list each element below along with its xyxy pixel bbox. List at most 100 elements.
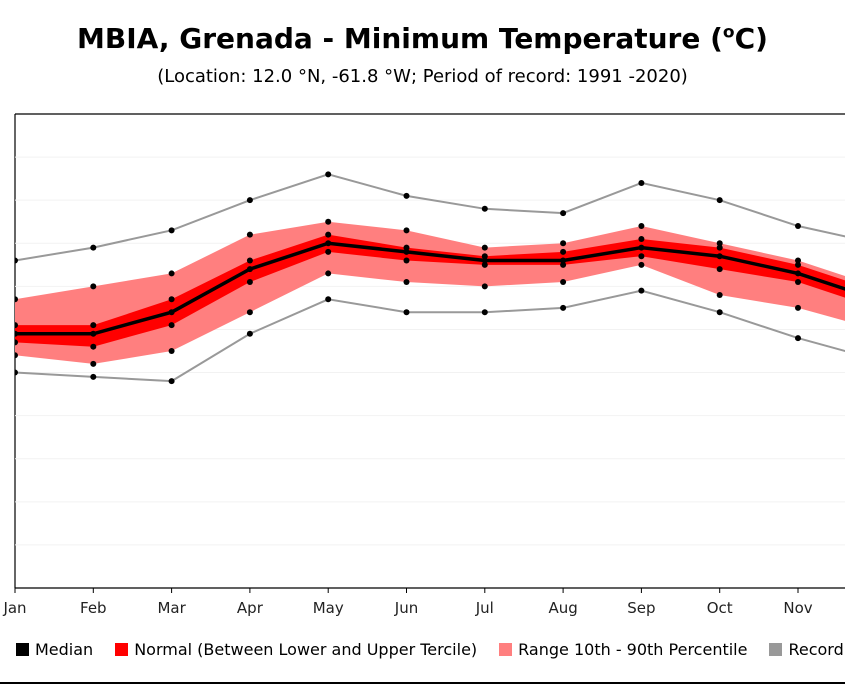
lower_tercile-point — [15, 339, 18, 346]
record_low-point — [168, 378, 175, 385]
record_low-point — [481, 309, 488, 316]
chart-title-unit-tail: C) — [734, 22, 768, 55]
lower_tercile-point — [325, 248, 332, 255]
lower_tercile-point — [403, 257, 410, 264]
record_high-point — [795, 223, 801, 230]
chart-subtitle: (Location: 12.0 °N, -61.8 °W; Period of … — [157, 66, 688, 87]
x-tick-label: May — [313, 599, 344, 617]
record_high-point — [15, 257, 18, 264]
p10-point — [716, 291, 723, 298]
p10-point — [90, 360, 97, 367]
p90-point — [481, 244, 488, 251]
record_high-point — [481, 205, 488, 212]
p90-point — [638, 223, 645, 230]
lower_tercile-point — [560, 261, 567, 268]
upper_tercile-point — [168, 296, 175, 303]
record-low-line — [15, 289, 845, 383]
legend-item-range: Range 10th - 90th Percentile — [499, 640, 747, 659]
x-tick-label: Sep — [627, 599, 655, 617]
record_low-point — [403, 309, 410, 316]
legend-swatch-record — [769, 643, 783, 656]
record_low-point — [90, 373, 97, 380]
x-tick-label: Nov — [783, 599, 812, 617]
x-tick-label: Jan — [2, 599, 26, 617]
p90-point — [560, 240, 567, 247]
median-point — [325, 240, 332, 247]
record_low-point — [638, 287, 645, 294]
p10-point — [246, 309, 253, 316]
record_low-point — [560, 304, 567, 311]
median-line — [15, 241, 845, 336]
record_low-point — [246, 330, 253, 337]
record_high-point — [403, 192, 410, 199]
x-tick-label: Oct — [707, 599, 733, 617]
upper_tercile-point — [716, 244, 723, 251]
legend-swatch-normal — [115, 643, 129, 656]
chart-title: MBIA, Grenada - Minimum Temperature (oC) — [0, 22, 845, 55]
lower_tercile-point — [481, 261, 488, 268]
median-point — [638, 244, 645, 251]
upper_tercile-point — [481, 253, 488, 260]
lower_tercile-point — [795, 279, 801, 286]
p90-point — [246, 231, 253, 238]
record_high-point — [716, 197, 723, 204]
chart-title-unit-sup: o — [722, 22, 735, 43]
record_low-point — [325, 296, 332, 303]
x-tick-label: Aug — [548, 599, 577, 617]
chart-title-text: MBIA, Grenada - Minimum Temperature ( — [77, 22, 723, 55]
median-point — [168, 309, 175, 316]
upper_tercile-point — [795, 261, 801, 268]
p90-point — [795, 257, 801, 264]
record_low-point — [15, 369, 18, 376]
legend-label-range: Range 10th - 90th Percentile — [518, 640, 748, 659]
p90-point — [325, 218, 332, 225]
upper_tercile-point — [403, 244, 410, 251]
x-tick-label: Feb — [80, 599, 107, 617]
legend-swatch-range — [499, 643, 513, 656]
record_high-point — [560, 210, 567, 217]
p90-point — [716, 240, 723, 247]
median-point — [481, 257, 488, 264]
median-point — [15, 330, 18, 337]
median-point — [90, 330, 97, 337]
upper_tercile-point — [246, 257, 253, 264]
upper_tercile-point — [15, 322, 18, 329]
legend-item-median: Median — [16, 640, 93, 659]
p10-point — [168, 348, 175, 354]
median-point — [795, 270, 801, 277]
p10-point — [481, 283, 488, 290]
upper_tercile-point — [325, 231, 332, 238]
record_high-point — [168, 227, 175, 234]
lower_tercile-point — [638, 253, 645, 260]
p10-point — [325, 270, 332, 277]
legend-label-normal: Normal (Between Lower and Upper Tercile) — [134, 640, 478, 659]
legend-item-record: Record Low/High — [769, 640, 845, 659]
x-tick-label: Mar — [157, 599, 186, 617]
plot-marks — [15, 171, 845, 385]
legend-label-median: Median — [35, 640, 94, 659]
median-point — [560, 257, 567, 264]
lower_tercile-point — [716, 266, 723, 273]
tercile-normal-band — [15, 234, 845, 347]
upper_tercile-point — [560, 248, 567, 255]
p90-point — [15, 296, 18, 303]
record_high-point — [90, 244, 97, 251]
p90-point — [403, 227, 410, 234]
upper_tercile-point — [638, 235, 645, 242]
lower_tercile-point — [168, 322, 175, 329]
p10-point — [15, 352, 18, 359]
x-tick-label: Jun — [394, 599, 418, 617]
lower_tercile-point — [246, 279, 253, 286]
legend-label-record: Record Low/High — [788, 640, 845, 659]
p10-point — [795, 304, 801, 311]
legend-item-normal: Normal (Between Lower and Upper Tercile) — [115, 640, 477, 659]
record_low-point — [716, 309, 723, 316]
x-tick-label: Jul — [475, 599, 494, 617]
legend-swatch-median — [16, 643, 29, 656]
record_high-point — [246, 197, 253, 204]
record_high-point — [325, 171, 332, 178]
percentile-range-band — [15, 221, 845, 364]
lower_tercile-point — [90, 343, 97, 350]
median-point — [716, 253, 723, 260]
